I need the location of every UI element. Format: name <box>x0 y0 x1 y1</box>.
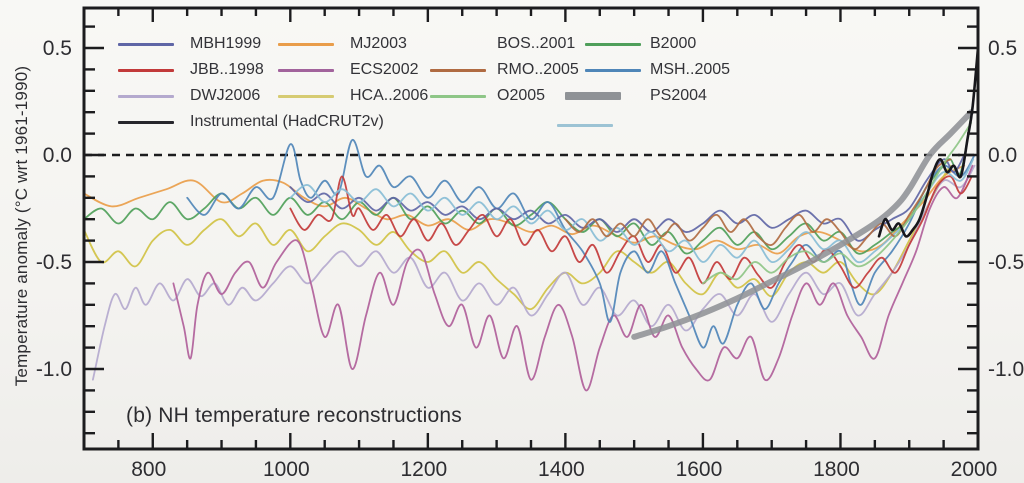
series-mj2003 <box>84 164 966 255</box>
y-tick-label-right: 0.0 <box>988 144 1017 167</box>
x-tick-label: 800 <box>131 458 166 481</box>
legend-label-ps2004: PS2004 <box>650 87 707 104</box>
x-tick-label: 1600 <box>676 458 723 481</box>
legend-swatch-mbh1999 <box>118 43 174 46</box>
legend-swatch-mj2003 <box>278 43 334 46</box>
legend-label-msh2005: MSH..2005 <box>650 61 731 78</box>
legend-swatch-dwj2006 <box>118 95 174 98</box>
legend-swatch-unlabeled-lightblue <box>557 124 613 127</box>
legend-swatch-hca2006 <box>278 95 334 98</box>
legend-label-mj2003: MJ2003 <box>350 35 407 52</box>
legend-swatch-jbb1998 <box>118 69 174 72</box>
x-tick-label: 2000 <box>951 458 998 481</box>
series-mbh1999 <box>289 154 966 242</box>
series-rmo2005 <box>564 158 952 251</box>
series-bos2001 <box>289 158 975 264</box>
legend-label-ecs2002: ECS2002 <box>350 61 419 78</box>
series-ecs2002 <box>172 164 974 392</box>
y-tick-label-left: -1.0 <box>36 358 72 381</box>
legend-label-rmo2005: RMO..2005 <box>497 61 579 78</box>
series-jbb1998 <box>289 175 973 289</box>
x-tick-label: 1200 <box>400 458 447 481</box>
legend-label-hca2006: HCA..2006 <box>350 87 429 104</box>
y-tick-label-right: 0.5 <box>988 37 1017 60</box>
y-tick-label-left: 0.0 <box>43 144 72 167</box>
legend-label-o2005: O2005 <box>497 87 546 104</box>
legend-swatch-o2005 <box>430 95 486 98</box>
legend-swatch-bos2001 <box>430 43 486 46</box>
y-tick-label-left: -0.5 <box>36 251 72 274</box>
x-tick-label: 1800 <box>813 458 860 481</box>
x-tick-label: 1400 <box>538 458 585 481</box>
legend-swatch-ecs2002 <box>278 69 334 72</box>
y-tick-label-right: -1.0 <box>988 358 1024 381</box>
legend-label-dwj2006: DWJ2006 <box>190 87 261 104</box>
panel-title: (b) NH temperature reconstructions <box>126 404 462 427</box>
x-tick-label: 1000 <box>263 458 310 481</box>
legend-swatch-msh2005 <box>585 69 641 72</box>
legend-label-instrumental: Instrumental (HadCRUT2v) <box>190 113 384 130</box>
y-tick-label-right: -0.5 <box>988 251 1024 274</box>
legend-label-b2000: B2000 <box>650 35 697 52</box>
series-ps2004 <box>631 109 975 340</box>
series-hca2006 <box>84 164 952 311</box>
series-instrumental <box>877 46 978 238</box>
legend-label-jbb1998: JBB..1998 <box>190 61 264 78</box>
legend-label-bos2001: BOS..2001 <box>497 35 576 52</box>
legend-swatch-b2000 <box>585 43 641 46</box>
legend-swatch-instrumental <box>118 121 174 124</box>
series-msh2005 <box>186 139 976 349</box>
series-dwj2006 <box>92 164 976 381</box>
y-axis-title: Temperature anomaly (°C wrt 1961-1990) <box>12 65 31 387</box>
legend-swatch-rmo2005 <box>430 69 486 72</box>
legend-swatch-ps2004 <box>565 92 621 100</box>
legend-label-mbh1999: MBH1999 <box>190 35 262 52</box>
y-tick-label-left: 0.5 <box>43 37 72 60</box>
series-o2005 <box>702 122 972 285</box>
